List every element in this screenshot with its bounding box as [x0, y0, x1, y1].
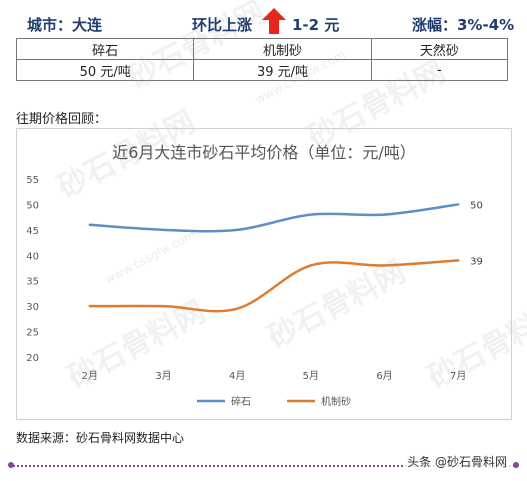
divider-dot	[513, 462, 519, 468]
table-header-cell: 机制砂	[193, 38, 372, 60]
data-point	[309, 264, 312, 267]
table-header-cell: 天然砂	[370, 38, 509, 60]
data-point	[162, 305, 165, 308]
y-tick-label: 50	[26, 200, 39, 211]
chart-container: 近6月大连市砂石平均价格（单位：元/吨） 20 25 30 35 40 45 50 55 2月 3月…	[16, 128, 512, 420]
data-point	[383, 264, 386, 267]
x-tick-label: 4月	[229, 370, 245, 382]
data-label: 50	[470, 200, 483, 211]
y-tick-label: 30	[26, 302, 39, 313]
credit-label: 头条 @砂石骨料网	[403, 451, 511, 472]
data-point	[457, 203, 460, 206]
line-chart: 近6月大连市砂石平均价格（单位：元/吨） 20 25 30 35 40 45 50 55 2月 3月…	[26, 143, 483, 408]
data-point	[383, 213, 386, 216]
history-label: 往期价格回顾：	[16, 112, 108, 127]
data-point	[162, 228, 165, 231]
table-cell: 39 元/吨	[193, 59, 372, 81]
table-cell: 50 元/吨	[15, 59, 195, 81]
y-tick-label: 40	[26, 251, 39, 262]
divider	[10, 465, 518, 467]
y-tick-label: 25	[26, 328, 39, 339]
y-tick-label: 35	[26, 277, 39, 288]
data-source: 数据来源：砂石骨料网数据中心	[16, 431, 185, 445]
y-tick-label: 45	[26, 226, 39, 237]
data-point	[88, 305, 91, 308]
header: 城市：大连 环比上涨 1-2 元 涨幅：3%-4%	[0, 0, 527, 40]
data-point	[236, 307, 239, 310]
legend-entry: 碎石	[231, 395, 251, 408]
up-arrow-icon	[262, 8, 286, 34]
data-point	[88, 223, 91, 226]
data-point	[309, 213, 312, 216]
price-table: 碎石 机制砂 天然砂 50 元/吨 39 元/吨 -	[15, 38, 509, 81]
change-label: 环比上涨	[192, 16, 253, 34]
data-point	[236, 228, 239, 231]
legend-entry: 机制砂	[321, 395, 351, 408]
change-value: 1-2 元	[292, 16, 340, 34]
table-header-cell: 碎石	[15, 38, 195, 60]
y-tick-label: 20	[26, 353, 39, 364]
data-label: 39	[470, 256, 483, 267]
x-tick-label: 5月	[303, 370, 319, 382]
x-tick-label: 7月	[450, 370, 466, 382]
table-cell: -	[370, 59, 509, 81]
divider-dot	[8, 462, 14, 468]
x-tick-label: 3月	[155, 370, 171, 382]
series-line-2	[88, 259, 460, 313]
x-tick-label: 6月	[376, 370, 392, 382]
series-line-1	[88, 203, 460, 233]
amplitude-label: 涨幅：3%-4%	[412, 16, 515, 34]
table-row: 50 元/吨 39 元/吨 -	[15, 59, 509, 81]
city-label: 城市：大连	[27, 16, 103, 34]
x-tick-label: 2月	[82, 370, 98, 382]
table-header-row: 碎石 机制砂 天然砂	[15, 38, 509, 60]
y-tick-label: 55	[26, 175, 39, 186]
data-point	[457, 259, 460, 262]
chart-title: 近6月大连市砂石平均价格（单位：元/吨）	[112, 143, 416, 162]
